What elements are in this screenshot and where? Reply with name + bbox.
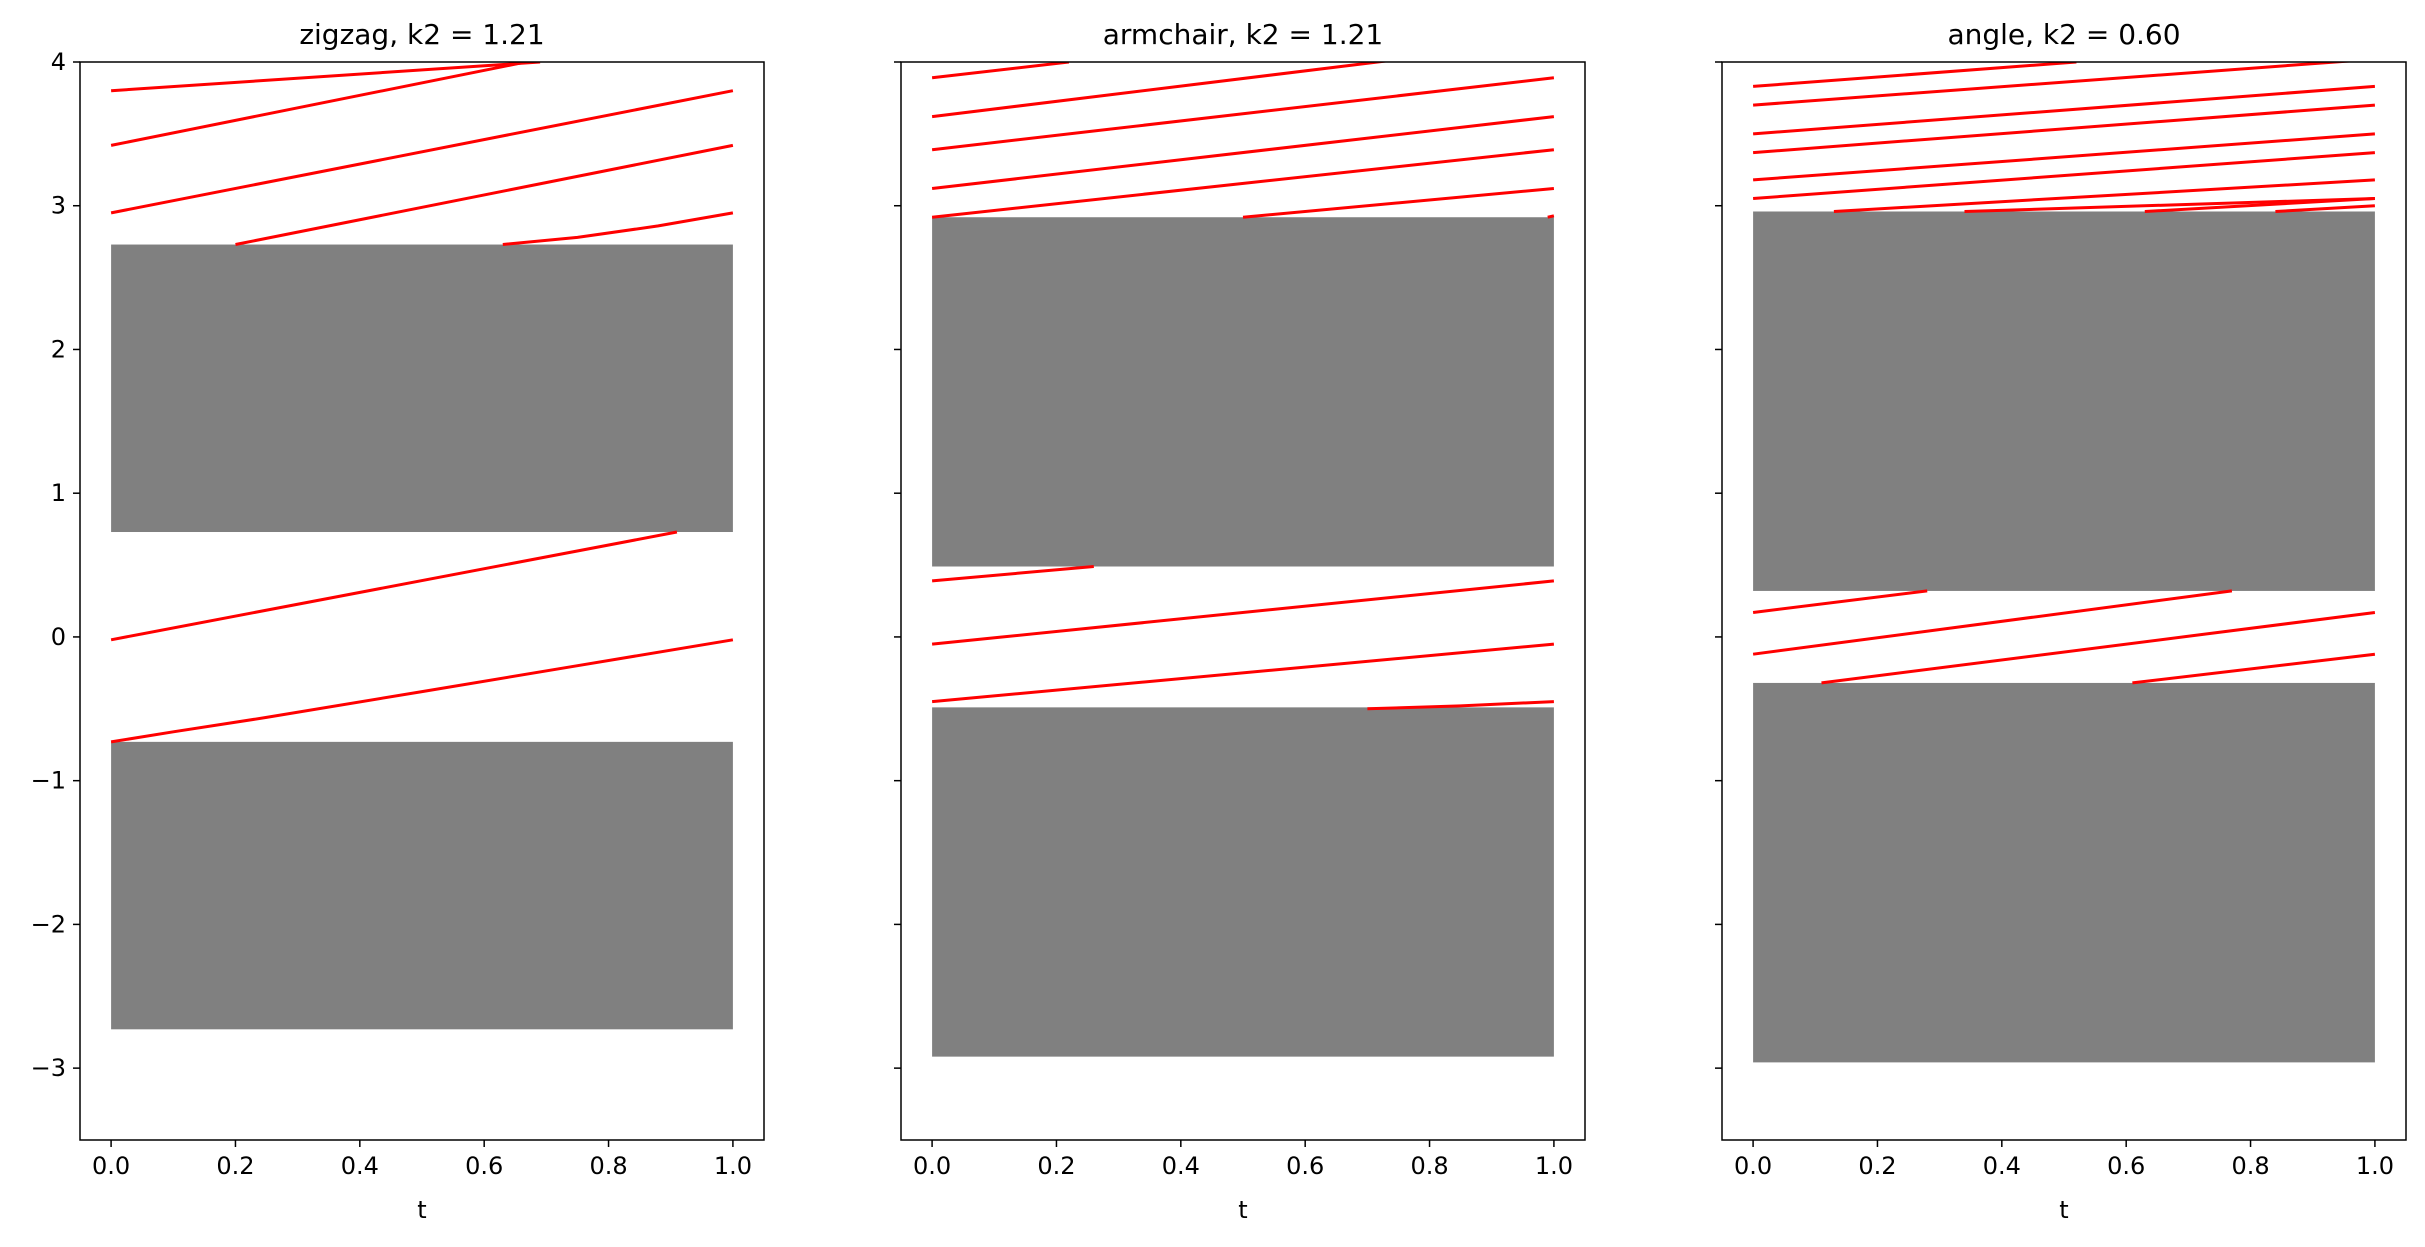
band-line (931, 115, 1555, 190)
x-tick-label: 0.4 (1983, 1152, 2021, 1180)
band-line (931, 76, 1555, 152)
band-line (1752, 132, 2376, 182)
plot-content (1752, 62, 2376, 1063)
band-line (235, 143, 734, 246)
x-axis-label: t (417, 1196, 426, 1224)
plot-area: 0.0 0.2 0.4 0.6 0.8 1.0 −3 −2 −1 0 1 2 3 4 (31, 48, 765, 1180)
x-tick-label: 1.0 (714, 1152, 752, 1180)
x-tick-label: 0.8 (589, 1152, 627, 1180)
x-tick-label: 0.0 (92, 1152, 130, 1180)
plot-area: 0.0 0.2 0.4 0.6 0.8 1.0 (894, 61, 1586, 1180)
axes-frame (900, 61, 1586, 1141)
y-tick-label: 1 (51, 479, 66, 507)
band-line (1821, 611, 2376, 685)
x-tick-label: 0.6 (2107, 1152, 2145, 1180)
x-axis-label: t (1238, 1196, 1247, 1224)
band-line (1752, 62, 2077, 88)
x-tick-label: 0.8 (1410, 1152, 1448, 1180)
y-tick-label: −2 (31, 910, 66, 938)
x-tick-label: 0.2 (1858, 1152, 1896, 1180)
gap-region (932, 217, 1554, 567)
x-tick-label: 0.6 (465, 1152, 503, 1180)
x-tick-label: 0.4 (341, 1152, 379, 1180)
y-tick-label: 3 (51, 192, 66, 220)
band-line (931, 62, 1390, 119)
band-line (931, 148, 1555, 219)
gap-region (1753, 211, 2375, 591)
panel-zigzag: zigzag, k2 = 1.21 0.0 0.2 0.4 0.6 0.8 1.0 −3 −2… (31, 18, 765, 1224)
plot-area: 0.0 0.2 0.4 0.6 0.8 1.0 (1715, 61, 2407, 1180)
band-line (1752, 589, 1928, 614)
gap-region (932, 707, 1554, 1057)
x-tick-label: 1.0 (2356, 1152, 2394, 1180)
band-line (1964, 197, 2375, 213)
x-tick-label: 0.0 (913, 1152, 951, 1180)
x-tick-label: 0.0 (1734, 1152, 1772, 1180)
band-line (1547, 214, 1555, 219)
band-line (110, 62, 534, 147)
x-tick-label: 0.6 (1286, 1152, 1324, 1180)
band-line (1752, 151, 2376, 200)
band-line (931, 642, 1555, 704)
band-line (931, 579, 1555, 646)
band-line (2132, 652, 2376, 685)
band-line (931, 62, 1070, 80)
y-tick-label: 0 (51, 623, 66, 651)
band-line (2275, 204, 2375, 213)
axes-frame (1721, 61, 2407, 1141)
plot-content (110, 62, 734, 1030)
panel-title: zigzag, k2 = 1.21 (299, 18, 544, 51)
y-tick-label: 4 (51, 48, 66, 76)
band-line (1833, 178, 2375, 213)
band-line (502, 211, 734, 246)
band-line (931, 565, 1094, 583)
gap-region (111, 244, 733, 533)
band-line (2144, 197, 2375, 213)
band-line (1752, 84, 2376, 136)
band-line (1367, 700, 1554, 711)
band-line (1752, 103, 2376, 155)
x-tick-label: 0.2 (216, 1152, 254, 1180)
gap-region (111, 741, 733, 1030)
y-tick-label: 2 (51, 335, 66, 363)
panel-armchair: armchair, k2 = 1.21 0.0 0.2 0.4 0.6 0.8 1.0 t (894, 18, 1586, 1224)
y-tick-label: −1 (31, 767, 66, 795)
band-line (110, 89, 734, 215)
axes-frame (79, 61, 765, 1141)
band-line (1752, 62, 2357, 107)
gap-region (1753, 682, 2375, 1063)
x-tick-label: 1.0 (1535, 1152, 1573, 1180)
x-tick-label: 0.4 (1162, 1152, 1200, 1180)
band-line (110, 530, 678, 642)
band-line (110, 638, 734, 744)
x-tick-label: 0.8 (2231, 1152, 2269, 1180)
band-line (1242, 187, 1555, 219)
band-line (110, 62, 541, 93)
y-tick-label: −3 (31, 1054, 66, 1082)
band-line (1752, 589, 2233, 656)
panel-title: angle, k2 = 0.60 (1947, 18, 2180, 51)
panel-title: armchair, k2 = 1.21 (1103, 18, 1383, 51)
x-tick-label: 0.2 (1037, 1152, 1075, 1180)
panel-angle: angle, k2 = 0.60 0.0 0.2 0.4 0.6 0.8 1.0 t (1715, 18, 2407, 1224)
x-axis-label: t (2059, 1196, 2068, 1224)
plot-content (931, 62, 1555, 1057)
